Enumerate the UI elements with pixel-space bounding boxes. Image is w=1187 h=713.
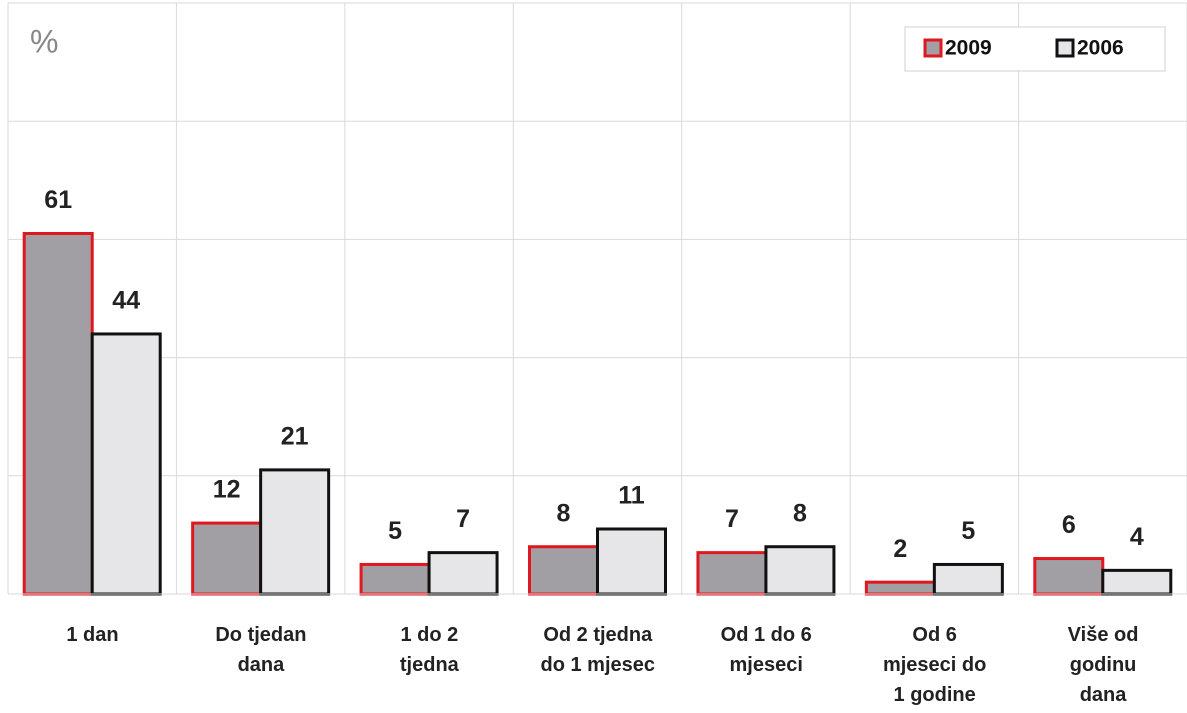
bar — [596, 527, 667, 596]
bar — [1033, 557, 1105, 596]
data-label: 4 — [1130, 523, 1144, 551]
bar — [427, 551, 499, 596]
legend-label: 2009 — [945, 37, 992, 60]
bar — [528, 545, 599, 596]
data-label: 8 — [793, 499, 807, 527]
legend: 2009 2006 — [904, 26, 1166, 72]
data-label: 61 — [44, 186, 72, 214]
x-tick-label: 1 do 2 tjedna — [399, 624, 459, 676]
x-tick-label: Od 2 tjedna do 1 mjesec — [540, 624, 656, 676]
bar — [90, 332, 162, 596]
bar — [696, 551, 768, 596]
x-tick-label: Od 6 mjeseci do 1 godine — [882, 624, 987, 706]
bar — [932, 562, 1004, 596]
data-label: 5 — [961, 517, 975, 545]
data-label: 6 — [1062, 511, 1076, 539]
x-tick-label: Više od godinu dana — [1067, 624, 1139, 706]
x-tick-label: Do tjedan dana — [215, 624, 307, 676]
data-label: 2 — [893, 535, 907, 563]
data-label: 8 — [557, 499, 571, 527]
bar — [359, 562, 431, 596]
bar — [22, 231, 94, 596]
data-label: 44 — [112, 287, 140, 315]
data-label: 21 — [281, 422, 309, 450]
data-label: 7 — [456, 505, 470, 533]
data-label: 5 — [388, 517, 402, 545]
bar — [764, 545, 836, 596]
data-label: 11 — [618, 482, 645, 510]
legend-swatch — [923, 38, 943, 58]
legend-box — [904, 26, 1166, 72]
legend-swatch — [1055, 38, 1075, 58]
grid — [7, 2, 1187, 595]
bar — [864, 580, 936, 596]
x-tick-label: Od 1 do 6 mjeseci — [720, 624, 812, 676]
bar — [191, 521, 263, 596]
legend-label: 2006 — [1077, 37, 1124, 60]
bar — [259, 468, 331, 596]
y-axis-label: % — [30, 23, 58, 59]
bar — [1101, 568, 1173, 596]
data-label: 7 — [725, 505, 739, 533]
data-label: 12 — [213, 476, 241, 504]
x-tick-label: 1 dan — [66, 624, 119, 646]
